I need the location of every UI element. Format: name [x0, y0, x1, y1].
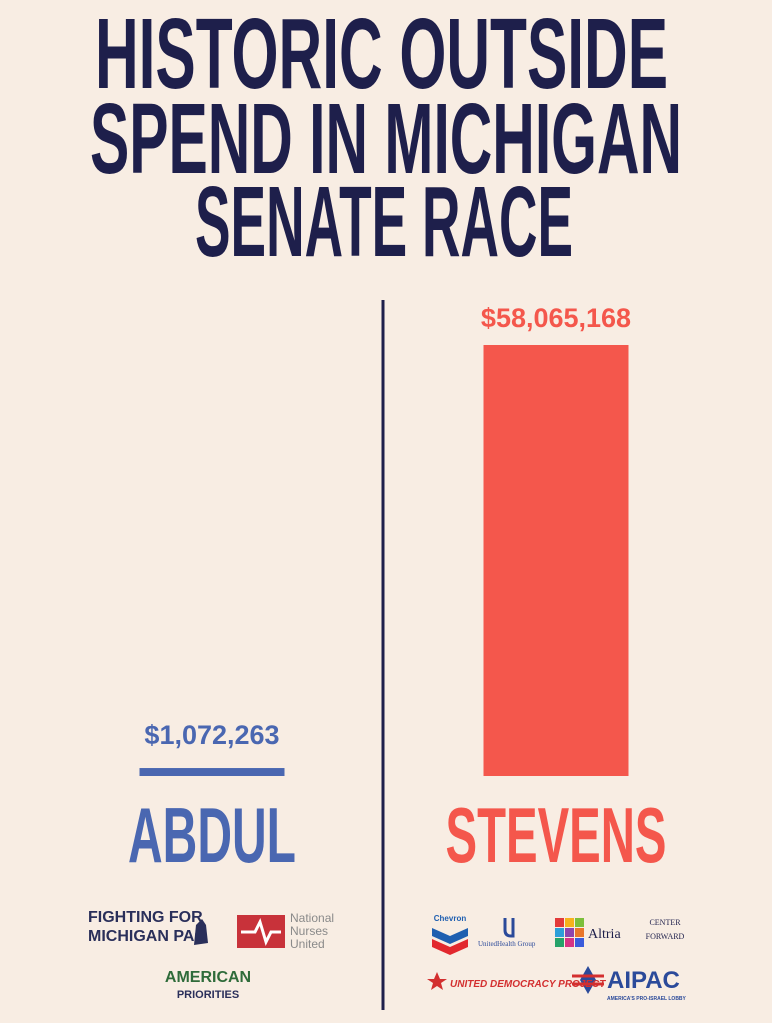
sponsor-logo-text: UNITED DEMOCRACY PROJECT	[450, 979, 606, 990]
sponsor-logo-text: Altria	[588, 927, 621, 942]
uhg-icon	[503, 918, 515, 938]
sponsor-logo-text: FIGHTING FOR	[88, 909, 203, 926]
sponsor-logo-text: National	[290, 911, 334, 925]
sponsor-logo-text: United	[290, 937, 325, 951]
sponsor-logo-text: PRIORITIES	[177, 989, 239, 1001]
nurses-icon-line	[241, 917, 281, 947]
bar	[139, 768, 285, 776]
sponsor-logo-text: UnitedHealth Group	[478, 940, 536, 948]
chart-title: HISTORIC OUTSIDE	[95, 0, 668, 110]
chart-title: SPEND IN MICHIGAN	[90, 83, 682, 195]
michigan-icon	[194, 919, 208, 945]
udp-icon	[427, 972, 447, 990]
category-label: STEVENS	[446, 791, 667, 879]
chart-title: SENATE RACE	[195, 166, 573, 278]
sponsor-logo-text: CENTER	[649, 918, 681, 927]
sponsor-logo-text: Nurses	[290, 924, 328, 938]
sponsor-logo-text: MICHIGAN PAC	[88, 928, 206, 945]
category-label: ABDUL	[128, 791, 296, 879]
sponsor-logo-text: Chevron	[434, 914, 467, 923]
sponsor-logo-text: AMERICA'S PRO-ISRAEL LOBBY	[607, 996, 687, 1002]
chevron-icon-bottom	[432, 939, 468, 955]
chevron-icon-top	[432, 928, 468, 944]
sponsor-logo-text: AMERICAN	[165, 969, 251, 986]
bar	[483, 345, 629, 776]
value-label: $1,072,263	[144, 720, 279, 750]
sponsor-logo-text: FORWARD	[646, 932, 685, 941]
altria-icon	[555, 918, 584, 947]
aipac-icon	[580, 966, 596, 994]
sponsor-logo-text: AIPAC	[607, 967, 680, 994]
aipac-icon-stripes	[572, 974, 604, 986]
value-label: $58,065,168	[481, 303, 631, 333]
